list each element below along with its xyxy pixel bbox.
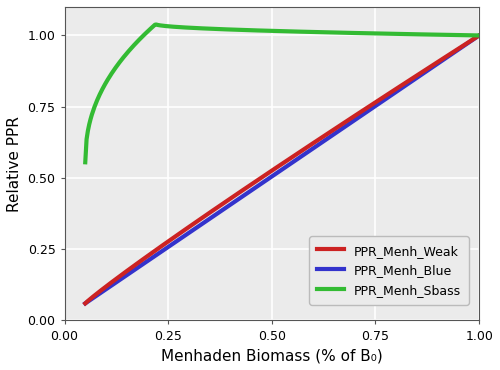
PPR_Menh_Sbass — [324, 30, 330, 34]
PPR_Menh_Sbass — [416, 32, 422, 37]
PPR_Menh_Sbass — [476, 33, 482, 38]
PPR_Menh_Sbass — [316, 30, 322, 34]
Legend: PPR_Menh_Weak, PPR_Menh_Blue, PPR_Menh_Sbass: PPR_Menh_Weak, PPR_Menh_Blue, PPR_Menh_S… — [309, 236, 468, 305]
PPR_Menh_Blue — [316, 142, 322, 147]
Y-axis label: Relative PPR: Relative PPR — [7, 116, 22, 212]
PPR_Menh_Blue — [84, 300, 89, 305]
PPR_Menh_Sbass — [440, 33, 446, 37]
PPR_Menh_Sbass — [84, 137, 89, 141]
X-axis label: Menhaden Biomass (% of B₀): Menhaden Biomass (% of B₀) — [161, 348, 382, 363]
PPR_Menh_Sbass — [318, 30, 324, 34]
PPR_Menh_Blue — [316, 142, 322, 146]
PPR_Menh_Blue — [82, 301, 88, 306]
PPR_Menh_Weak — [82, 301, 88, 306]
PPR_Menh_Blue — [324, 137, 330, 142]
PPR_Menh_Weak — [84, 300, 89, 305]
Line: PPR_Menh_Sbass: PPR_Menh_Sbass — [86, 24, 479, 162]
PPR_Menh_Weak — [316, 137, 322, 141]
PPR_Menh_Blue — [476, 33, 482, 38]
PPR_Menh_Sbass — [82, 160, 88, 165]
PPR_Menh_Weak — [414, 73, 420, 77]
PPR_Menh_Weak — [476, 33, 482, 38]
PPR_Menh_Weak — [316, 138, 322, 142]
Line: PPR_Menh_Weak: PPR_Menh_Weak — [86, 36, 479, 303]
PPR_Menh_Blue — [439, 58, 445, 63]
Line: PPR_Menh_Blue: PPR_Menh_Blue — [86, 36, 479, 303]
PPR_Menh_Weak — [439, 57, 445, 61]
PPR_Menh_Weak — [324, 132, 330, 137]
PPR_Menh_Sbass — [154, 22, 160, 27]
PPR_Menh_Blue — [414, 75, 420, 80]
